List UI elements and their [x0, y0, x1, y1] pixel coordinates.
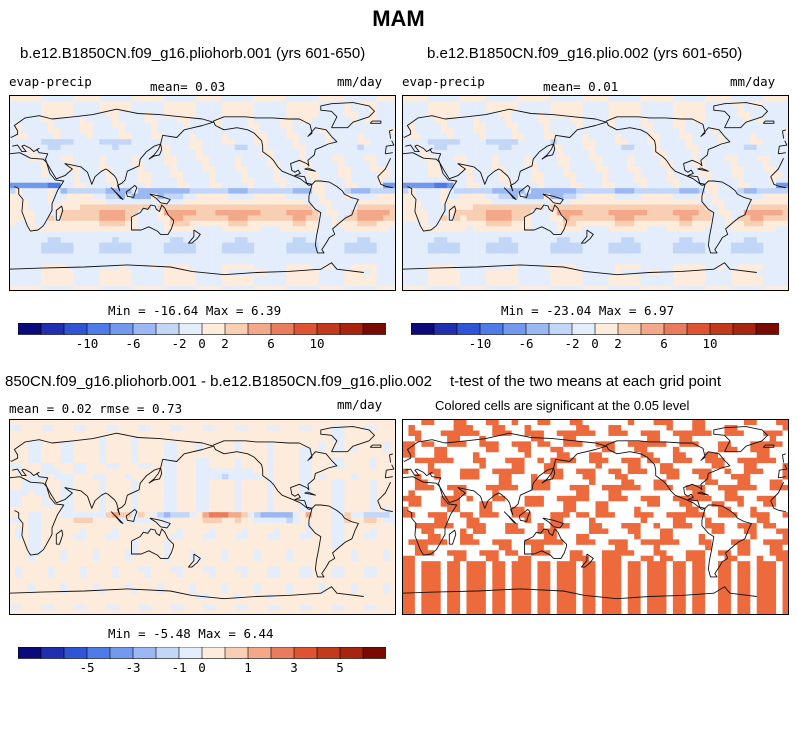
colorbar-swatch: [109, 647, 134, 659]
colorbar-swatch: [155, 647, 180, 659]
colorbar-tick-label: -10: [468, 336, 492, 351]
panel-3-map: [9, 419, 396, 615]
colorbar-swatch: [316, 323, 341, 335]
colorbar-swatch: [201, 323, 226, 335]
colorbar-tick-label: -3: [125, 660, 141, 675]
colorbar-swatch: [247, 647, 272, 659]
colorbar-swatch: [86, 647, 111, 659]
colorbar-swatch: [548, 323, 573, 335]
colorbar-swatch: [571, 323, 596, 335]
colorbar-tick-label: 2: [614, 336, 622, 351]
colorbar-swatch: [178, 323, 203, 335]
panel-4-title: t-test of the two means at each grid poi…: [450, 373, 721, 390]
colorbar-swatch: [270, 647, 295, 659]
colorbar-swatch: [132, 323, 157, 335]
panel-3-units-label: mm/day: [337, 397, 383, 412]
panel-3-colorbar: [18, 647, 386, 659]
colorbar-swatch: [362, 647, 386, 659]
colorbar-swatch: [40, 647, 65, 659]
panel-1-variable-label: evap-precip: [9, 74, 92, 89]
colorbar-tick-label: 6: [660, 336, 668, 351]
panel-3-min-max: Min = -5.48 Max = 6.44: [108, 626, 274, 641]
colorbar-tick-label: 10: [702, 336, 718, 351]
panel-2-variable-label: evap-precip: [402, 74, 485, 89]
colorbar-swatch: [640, 323, 665, 335]
colorbar-swatch: [362, 323, 386, 335]
panel-4-map: [402, 419, 789, 615]
colorbar-swatch: [339, 323, 364, 335]
colorbar-swatch: [732, 323, 757, 335]
colorbar-tick-label: -2: [171, 336, 187, 351]
colorbar-swatch: [18, 647, 42, 659]
colorbar-tick-label: 0: [591, 336, 599, 351]
figure-title: MAM: [372, 6, 425, 31]
colorbar-swatch: [109, 323, 134, 335]
colorbar-tick-label: 3: [290, 660, 298, 675]
colorbar-tick-label: 5: [336, 660, 344, 675]
colorbar-swatch: [456, 323, 481, 335]
colorbar-tick-label: -5: [79, 660, 95, 675]
colorbar-swatch: [86, 323, 111, 335]
colorbar-swatch: [433, 323, 458, 335]
colorbar-swatch: [617, 323, 642, 335]
colorbar-swatch: [594, 323, 619, 335]
panel-1-min-max: Min = -16.64 Max = 6.39: [108, 303, 282, 318]
colorbar-swatch: [132, 647, 157, 659]
colorbar-swatch: [18, 323, 42, 335]
colorbar-swatch: [525, 323, 550, 335]
panel-1-map: [9, 95, 396, 291]
colorbar-tick-label: -1: [171, 660, 187, 675]
colorbar-swatch: [155, 323, 180, 335]
colorbar-swatch: [293, 647, 318, 659]
panel-1-mean-label: mean= 0.03: [150, 79, 226, 94]
panel-2-colorbar: [411, 323, 779, 335]
panel-1-title: b.e12.B1850CN.f09_g16.pliohorb.001 (yrs …: [20, 45, 366, 62]
colorbar-swatch: [339, 647, 364, 659]
panel-3-mean-rmse: mean = 0.02 rmse = 0.73: [9, 401, 183, 416]
colorbar-swatch: [316, 647, 341, 659]
colorbar-tick-label: 1: [244, 660, 252, 675]
panel-3-title: 850CN.f09_g16.pliohorb.001 - b.e12.B1850…: [5, 373, 432, 390]
colorbar-tick-label: 10: [309, 336, 325, 351]
panel-1-colorbar: [18, 323, 386, 335]
colorbar-swatch: [663, 323, 688, 335]
panel-4-subtitle: Colored cells are significant at the 0.0…: [435, 398, 690, 413]
panel-1-units-label: mm/day: [337, 74, 383, 89]
colorbar-swatch: [40, 323, 65, 335]
colorbar-swatch: [479, 323, 504, 335]
panel-2-mean-label: mean= 0.01: [543, 79, 619, 94]
colorbar-swatch: [293, 323, 318, 335]
colorbar-swatch: [755, 323, 779, 335]
colorbar-swatch: [178, 647, 203, 659]
colorbar-tick-label: -6: [125, 336, 141, 351]
colorbar-tick-label: -2: [564, 336, 580, 351]
panel-2-units-label: mm/day: [730, 74, 776, 89]
colorbar-swatch: [686, 323, 711, 335]
colorbar-swatch: [502, 323, 527, 335]
colorbar-swatch: [224, 647, 249, 659]
colorbar-swatch: [247, 323, 272, 335]
colorbar-tick-label: -6: [518, 336, 534, 351]
colorbar-swatch: [63, 323, 88, 335]
colorbar-tick-label: 0: [198, 336, 206, 351]
panel-2-map: [402, 95, 789, 291]
colorbar-tick-label: 0: [198, 660, 206, 675]
colorbar-swatch: [224, 323, 249, 335]
colorbar-swatch: [709, 323, 734, 335]
colorbar-swatch: [63, 647, 88, 659]
panel-2-min-max: Min = -23.04 Max = 6.97: [501, 303, 675, 318]
colorbar-swatch: [411, 323, 435, 335]
colorbar-swatch: [201, 647, 226, 659]
colorbar-tick-label: 2: [221, 336, 229, 351]
colorbar-tick-label: 6: [267, 336, 275, 351]
panel-2-title: b.e12.B1850CN.f09_g16.plio.002 (yrs 601-…: [427, 45, 743, 62]
colorbar-tick-label: -10: [75, 336, 99, 351]
colorbar-swatch: [270, 323, 295, 335]
